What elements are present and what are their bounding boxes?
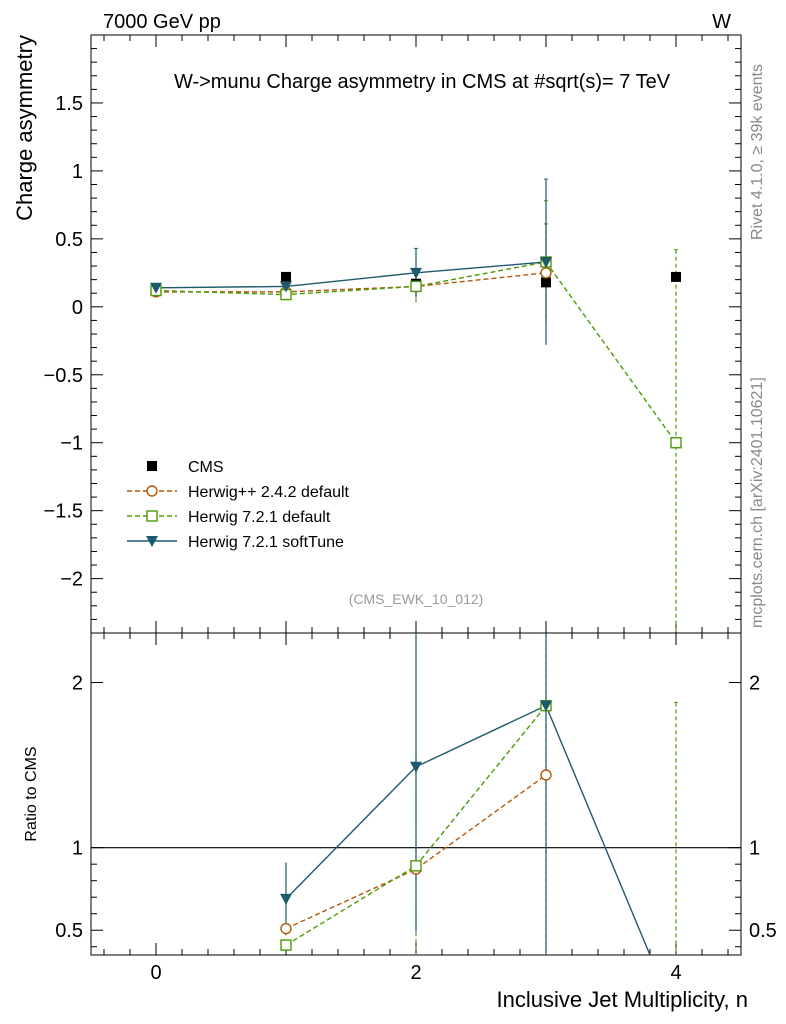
main-panel: −2 −1.5 −1 −0.5 0 0.5 1 1.5 W->munu Charge asym… bbox=[12, 34, 742, 634]
ratio-panel: 0.5 0.5 1 1 2 2 0 2 4 Ratio to CMS bbox=[23, 632, 777, 984]
legend-label: Herwig 7.2.1 softTune bbox=[188, 534, 344, 551]
ratio-series-line bbox=[285, 774, 547, 930]
y-tick-label: 1.5 bbox=[55, 93, 83, 115]
data-point bbox=[540, 256, 552, 268]
main-ticks bbox=[91, 35, 741, 634]
header-right: W bbox=[712, 11, 731, 33]
main-tick-labels: −2 −1.5 −1 −0.5 0 0.5 1 1.5 bbox=[44, 93, 83, 591]
data-point bbox=[541, 277, 551, 288]
y-tick-label: −1.5 bbox=[44, 501, 83, 523]
data-point bbox=[410, 280, 422, 293]
y-tick-label: −0.5 bbox=[44, 365, 83, 387]
ratio-series-line bbox=[285, 704, 651, 956]
data-point bbox=[671, 271, 681, 282]
ratio-series bbox=[280, 633, 678, 956]
x-tick-label: 2 bbox=[410, 962, 421, 984]
ratio-data-point bbox=[540, 700, 552, 712]
y-axis-label: Charge asymmetry bbox=[12, 35, 37, 221]
ratio-data-point bbox=[280, 922, 292, 935]
legend-label: Herwig++ 2.4.2 default bbox=[188, 484, 350, 501]
y-tick-label: 0.5 bbox=[55, 229, 83, 251]
chart-title: W->munu Charge asymmetry in CMS at #sqrt… bbox=[174, 71, 671, 93]
mcplots-label: mcplots.cern.ch [arXiv:2401.10621] bbox=[749, 377, 766, 628]
series-line bbox=[156, 272, 547, 293]
legend: CMS Herwig++ 2.4.2 default Herwig 7.2.1 de… bbox=[127, 459, 350, 551]
ratio-data-point bbox=[410, 761, 422, 773]
ratio-data-point bbox=[540, 769, 552, 781]
ratio-data-point bbox=[280, 939, 292, 951]
legend-marker bbox=[147, 461, 157, 471]
ratio-y-tick-label-right: 2 bbox=[749, 673, 760, 695]
series-line bbox=[155, 261, 547, 289]
ratio-y-tick-label: 1 bbox=[72, 838, 83, 860]
ratio-y-tick-label-right: 1 bbox=[749, 838, 760, 860]
data-point bbox=[410, 267, 422, 279]
ratio-y-tick-label: 0.5 bbox=[55, 920, 83, 942]
x-tick-label: 4 bbox=[670, 962, 681, 984]
data-point bbox=[670, 437, 682, 449]
ratio-y-tick-label: 2 bbox=[72, 673, 83, 695]
legend-label: Herwig 7.2.1 default bbox=[188, 509, 331, 526]
y-tick-label: −2 bbox=[60, 569, 83, 591]
header-left: 7000 GeV pp bbox=[103, 11, 221, 33]
main-series bbox=[150, 178, 682, 633]
ratio-data-point bbox=[280, 893, 292, 905]
x-tick-label: 0 bbox=[150, 962, 161, 984]
y-tick-label: −1 bbox=[60, 433, 83, 455]
analysis-label: (CMS_EWK_10_012) bbox=[349, 591, 484, 607]
data-point bbox=[540, 267, 552, 279]
ratio-tick-labels: 0.5 0.5 1 1 2 2 0 2 4 bbox=[55, 673, 777, 984]
x-axis-label: Inclusive Jet Multiplicity, n bbox=[497, 987, 748, 1012]
ratio-y-tick-label-right: 0.5 bbox=[749, 920, 777, 942]
rivet-version-label: Rivet 4.1.0, ≥ 39k events bbox=[749, 64, 766, 240]
data-point bbox=[280, 281, 292, 293]
legend-marker bbox=[146, 510, 158, 522]
data-point bbox=[281, 271, 291, 282]
ratio-data-point bbox=[410, 860, 422, 872]
y-tick-label: 0 bbox=[72, 297, 83, 319]
legend-marker bbox=[146, 536, 158, 547]
legend-marker bbox=[146, 485, 158, 497]
legend-label: CMS bbox=[188, 459, 224, 476]
data-point bbox=[150, 282, 162, 294]
ratio-y-axis-label: Ratio to CMS bbox=[23, 746, 40, 841]
y-tick-label: 1 bbox=[72, 161, 83, 183]
